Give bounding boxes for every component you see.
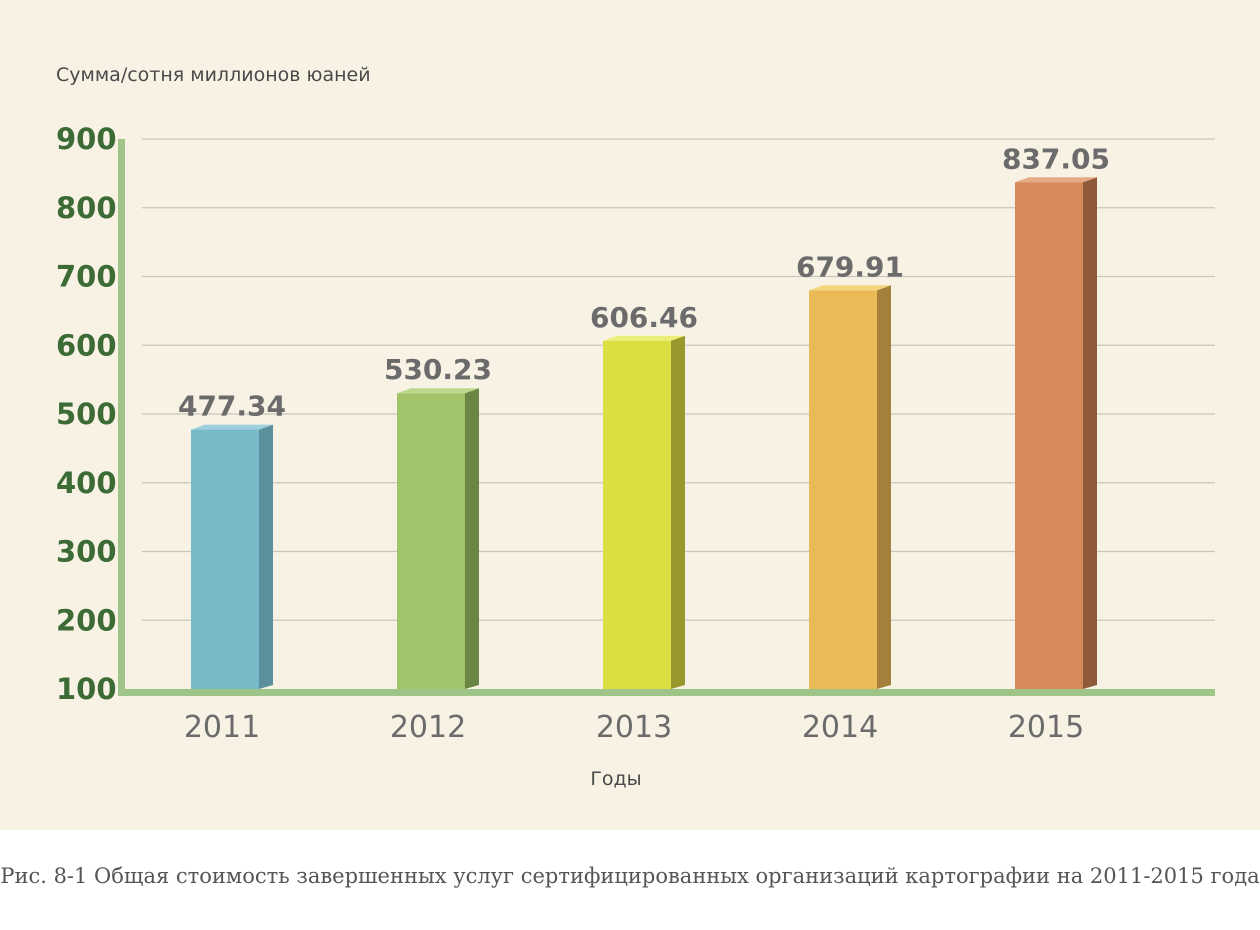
x-tick-label-2014: 2014 [802,710,878,745]
bar-2012 [397,388,479,689]
y-tick-label-700: 700 [56,260,117,294]
bar-side-2012 [465,388,479,689]
y-tick-label-500: 500 [56,397,117,431]
x-tick-label-2012: 2012 [390,710,466,745]
x-tick-label-2011: 2011 [184,710,260,745]
y-tick-label-200: 200 [56,603,117,637]
bar-top-2012 [397,388,479,394]
bar-2014 [809,285,891,689]
x-tick-label-2015: 2015 [1008,710,1084,745]
y-tick-label-900: 900 [56,122,117,156]
bar-top-2015 [1015,177,1097,183]
bar-top-2013 [603,335,685,341]
bar-front-2013 [603,340,671,689]
x-tick-label-2013: 2013 [596,710,672,745]
bar-side-2011 [259,424,273,689]
bar-front-2014 [809,290,877,689]
chart-panel: 100 200 300 400 500 600 700 800 900 477.34 2011 530… [0,0,1260,830]
bar-side-2014 [877,285,891,689]
value-label-2015: 837.05 [1002,142,1110,175]
y-tick-label-300: 300 [56,535,117,569]
bars [191,177,1097,689]
y-tick-label-400: 400 [56,466,117,500]
bar-chart: 100 200 300 400 500 600 700 800 900 477.34 2011 530… [56,122,1215,745]
bar-front-2011 [191,429,259,689]
y-axis-title: Сумма/сотня миллионов юаней [56,64,371,86]
x-axis-line [118,689,1215,696]
axes [118,139,1215,696]
bar-top-2011 [191,424,273,430]
value-label-2013: 606.46 [590,301,698,334]
bar-front-2015 [1015,182,1083,689]
y-tick-label-800: 800 [56,191,117,225]
labels: 100 200 300 400 500 600 700 800 900 477.34 2011 530… [56,122,1110,745]
value-label-2014: 679.91 [796,250,904,283]
y-tick-label-100: 100 [56,672,117,706]
x-axis-title: Годы [590,768,642,790]
value-label-2011: 477.34 [178,390,286,423]
value-label-2012: 530.23 [384,353,492,386]
y-axis-line [118,139,125,693]
bar-top-2014 [809,285,891,291]
bar-2013 [603,335,685,689]
bar-2015 [1015,177,1097,689]
bar-front-2012 [397,393,465,689]
y-tick-label-600: 600 [56,328,117,362]
bar-side-2013 [671,335,685,689]
figure-caption: Рис. 8-1 Общая стоимость завершенных усл… [0,864,1260,888]
bar-2011 [191,424,273,689]
bar-side-2015 [1083,177,1097,689]
